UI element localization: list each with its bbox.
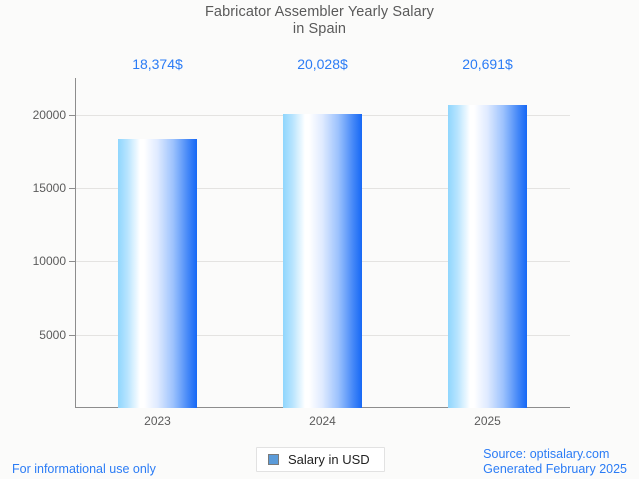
disclaimer-text: For informational use only <box>12 462 156 476</box>
chart-title-line-1: Fabricator Assembler Yearly Salary <box>204 4 435 20</box>
y-axis-tick-label: 15000 <box>32 181 66 195</box>
legend-swatch-icon <box>268 454 279 465</box>
legend-item-label: Salary in USD <box>288 452 370 467</box>
bar-2024[interactable] <box>283 114 362 408</box>
y-axis-line <box>75 78 76 408</box>
bar-2025[interactable] <box>448 104 527 408</box>
y-axis-tick-label: 10000 <box>32 254 66 269</box>
x-axis-label-2023: 2023 <box>144 414 171 428</box>
bar-value-label-2025: 20,691$ <box>462 56 513 72</box>
chart-title: Fabricator Assembler Yearly Salary in Sp… <box>0 4 639 38</box>
x-axis-category-labels: 2023 2024 2025 <box>75 414 570 434</box>
y-axis-tick-label: 20000 <box>32 107 66 122</box>
chart-title-line-2: in Spain <box>292 21 347 37</box>
generated-text: Generated February 2025 <box>483 462 627 476</box>
bar-value-label-2023: 18,374$ <box>132 56 183 72</box>
y-axis-tick <box>69 261 75 263</box>
bar-value-label-2024: 20,028$ <box>297 56 348 72</box>
y-axis-tick <box>69 334 75 336</box>
bar-2023[interactable] <box>118 138 197 408</box>
y-axis-tick-label: 5000 <box>39 327 66 342</box>
x-axis-label-2024: 2024 <box>309 414 336 428</box>
chart-legend[interactable]: Salary in USD <box>256 447 385 472</box>
y-axis-tick-labels: 5000 10000 15000 20000 <box>0 78 66 408</box>
y-axis-tick <box>69 114 75 116</box>
plot-area <box>69 78 570 408</box>
x-axis-label-2025: 2025 <box>474 414 501 428</box>
source-text: Source: optisalary.com <box>483 447 610 461</box>
y-axis-tick <box>69 188 75 189</box>
source-block: Source: optisalary.com Generated Februar… <box>483 447 627 477</box>
